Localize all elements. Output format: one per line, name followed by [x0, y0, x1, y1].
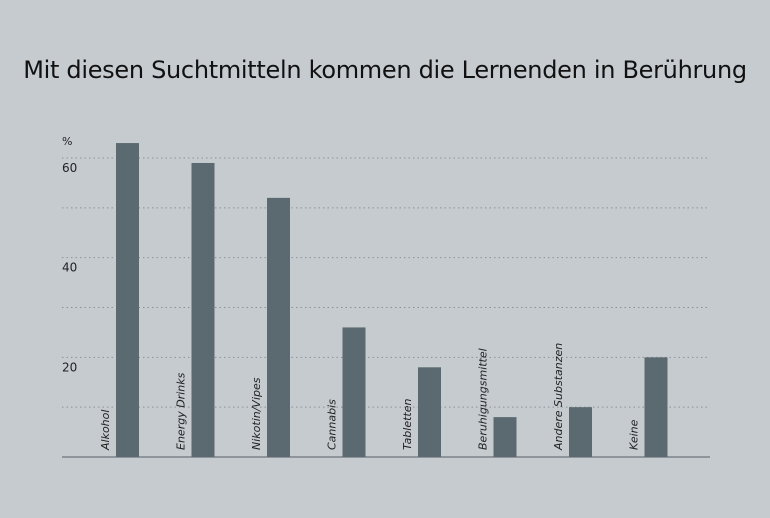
y-tick-label-60: 60 [62, 161, 77, 175]
category-label-7: Keine [628, 419, 641, 450]
y-axis-unit: % [62, 135, 72, 148]
chart-title: Mit diesen Suchtmitteln kommen die Lerne… [23, 56, 747, 84]
y-tick-label-40: 40 [62, 261, 77, 275]
bar-1 [191, 162, 215, 457]
y-tick-label-20: 20 [62, 360, 77, 374]
category-label-4: Tabletten [401, 398, 414, 450]
category-label-0: Alkohol [99, 410, 112, 451]
bar-3 [342, 327, 366, 457]
bar-5 [493, 417, 517, 457]
category-label-2: Nikotin/Vipes [250, 377, 263, 450]
bar-7 [644, 357, 668, 457]
category-label-3: Cannabis [326, 399, 339, 450]
bar-6 [569, 407, 592, 457]
bar-2 [267, 197, 290, 457]
category-label-5: Beruhigungsmittel [477, 348, 490, 450]
bar-0 [116, 143, 139, 458]
category-label-1: Energy Drinks [175, 372, 188, 450]
bar-4 [418, 367, 441, 457]
category-label-6: Andere Substanzen [552, 343, 565, 451]
